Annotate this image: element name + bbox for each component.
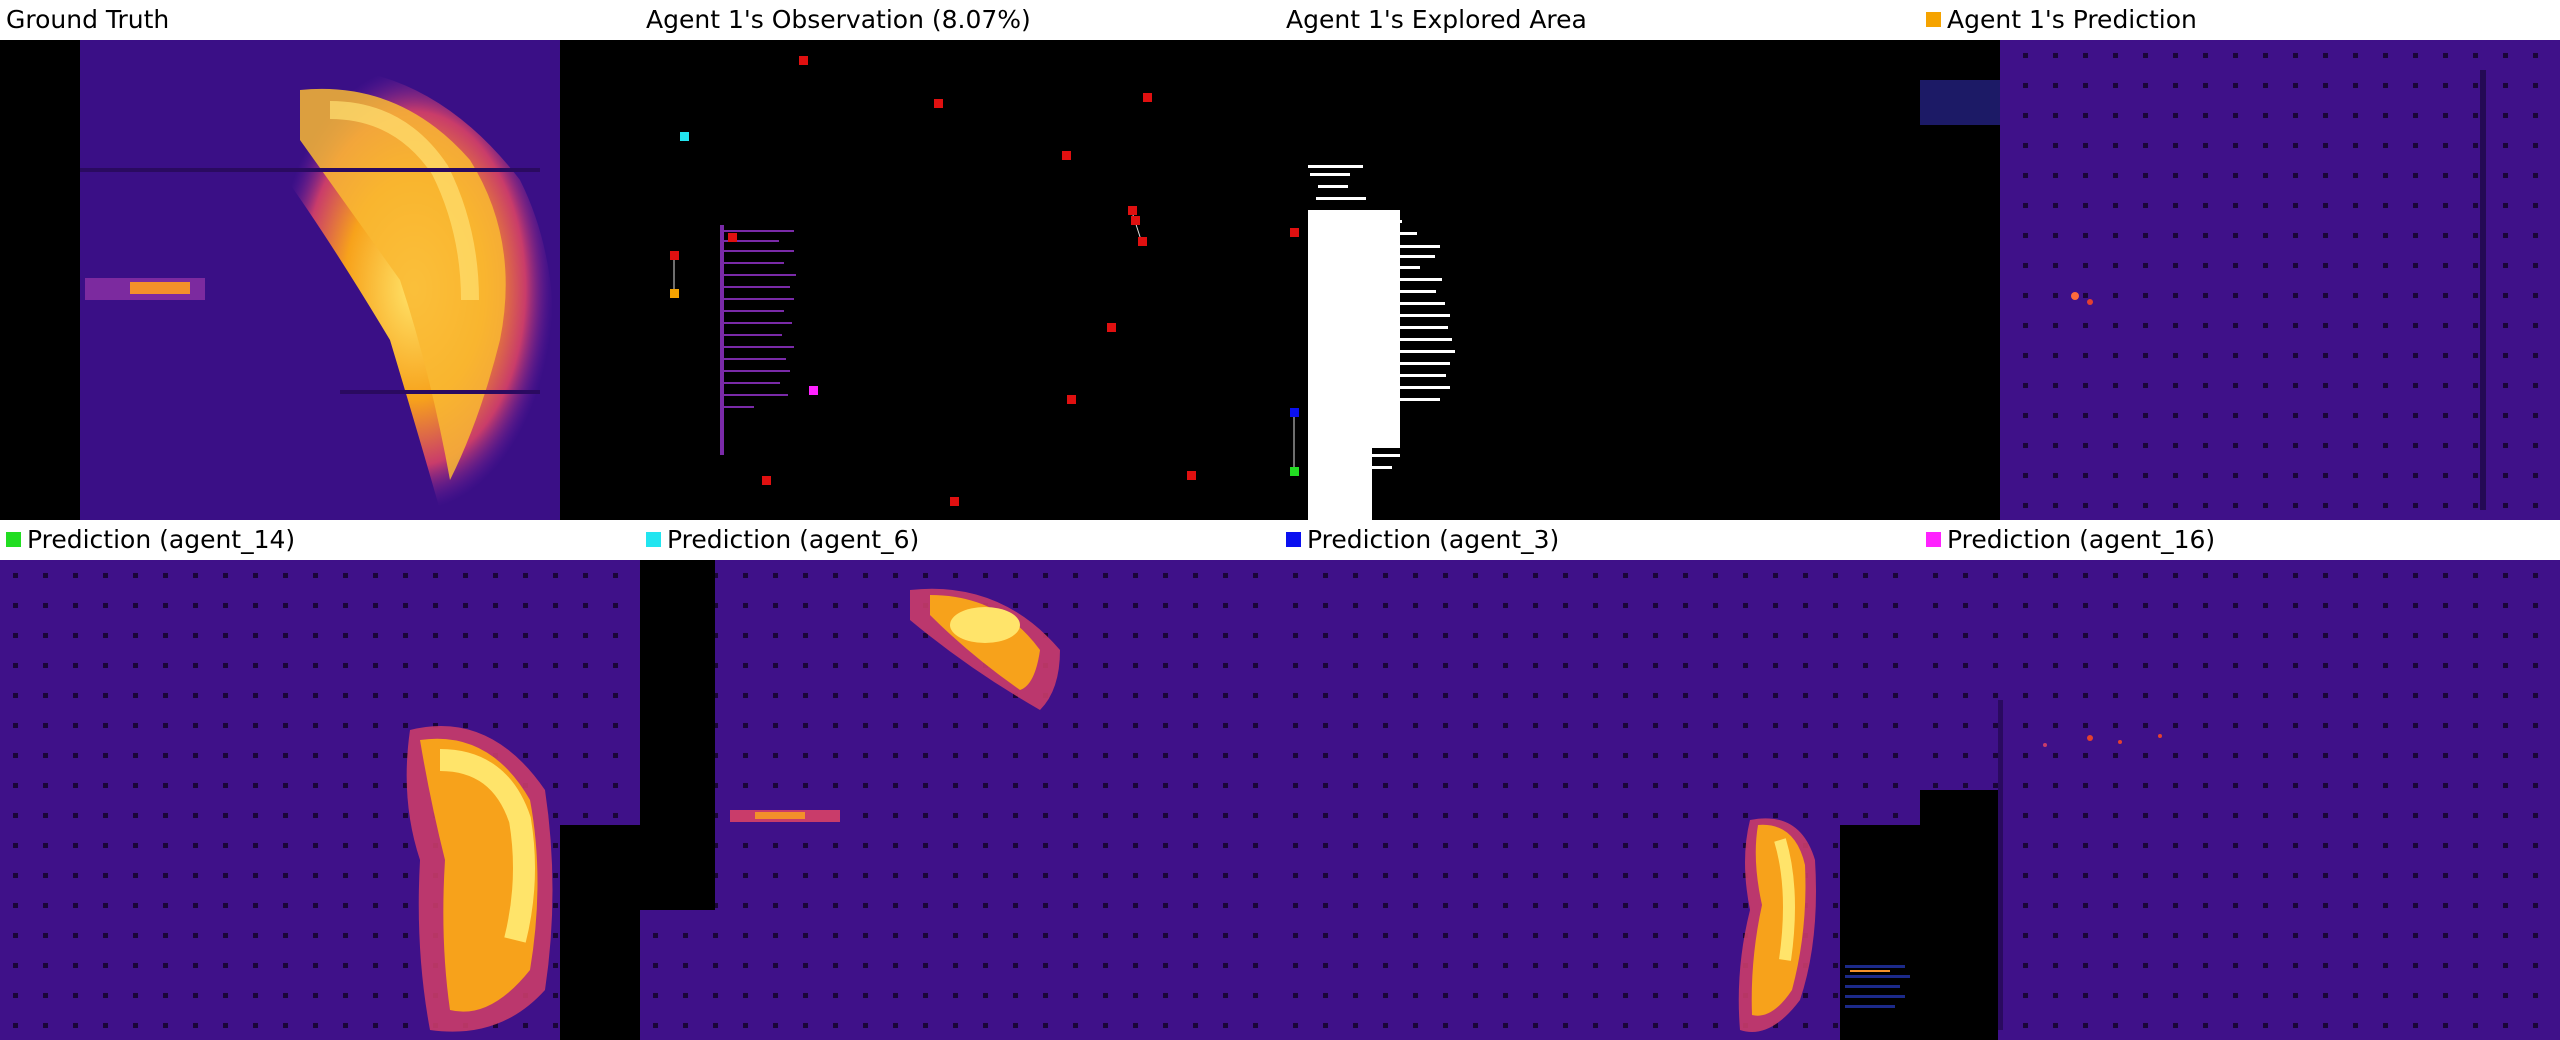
agent-6-prediction-image [640, 560, 1280, 1040]
agent-marker [1107, 323, 1116, 332]
agent-marker [1131, 216, 1140, 225]
agent-16-swatch [1926, 531, 1941, 547]
pred-agent6-label: Prediction (agent_6) [667, 525, 920, 554]
pred-agent14-label: Prediction (agent_14) [27, 525, 296, 554]
agent-3-swatch [1286, 531, 1301, 547]
prediction-label: Agent 1's Prediction [1947, 5, 2197, 34]
observation-image [640, 40, 1280, 520]
pred-agent6-title: Prediction (agent_6) [646, 520, 919, 560]
agent-marker [762, 476, 771, 485]
prediction-title: Agent 1's Prediction [1926, 0, 2197, 40]
agent-marker [1062, 151, 1071, 160]
explored-image [1280, 40, 1920, 520]
agent-marker [934, 99, 943, 108]
agent-marker [1067, 395, 1076, 404]
agent-14-marker [1290, 467, 1299, 476]
agent-3-prediction-image [1280, 560, 1920, 1040]
agent-marker [950, 497, 959, 506]
observation-label: Agent 1's Observation (8.07%) [646, 5, 1031, 34]
ground-truth-label: Ground Truth [6, 5, 170, 34]
agent-3-prediction-map [1280, 560, 1920, 1040]
agent-16-prediction-image [1920, 560, 2560, 1040]
agent-marker [1187, 471, 1196, 480]
agent-3-marker [1290, 408, 1299, 417]
agent-1-swatch [1926, 11, 1941, 27]
agent-1-marker [670, 289, 679, 298]
pred-agent16-title: Prediction (agent_16) [1926, 520, 2215, 560]
explored-label: Agent 1's Explored Area [1286, 5, 1587, 34]
agent-1-prediction-image [1920, 40, 2560, 520]
agent-16-prediction-map [1920, 560, 2560, 1040]
agent-marker [670, 251, 679, 260]
pred-agent3-label: Prediction (agent_3) [1307, 525, 1560, 554]
agent-6-prediction-map [640, 560, 1280, 1040]
agent-1-prediction-map [1920, 40, 2560, 520]
agent-14-prediction-map [0, 560, 640, 1040]
agent-marker [728, 233, 737, 242]
observation-title: Agent 1's Observation (8.07%) [646, 0, 1031, 40]
pred-agent14-title: Prediction (agent_14) [6, 520, 295, 560]
observation-map [640, 40, 1280, 520]
agent-16-marker [809, 386, 818, 395]
agent-marker [1143, 93, 1152, 102]
ground-truth-image [0, 40, 640, 520]
observation-markers [670, 56, 1196, 506]
top-label-row: Ground Truth Agent 1's Observation (8.07… [0, 0, 2560, 40]
agent-marker [1138, 237, 1147, 246]
agent-marker [799, 56, 808, 65]
pred-agent3-title: Prediction (agent_3) [1286, 520, 1559, 560]
agent-marker [1290, 228, 1299, 237]
agent-6-swatch [646, 531, 661, 547]
agent-6-marker [680, 132, 689, 141]
agent-14-swatch [6, 531, 21, 547]
agent-marker [1128, 206, 1137, 215]
explored-map [1280, 40, 1920, 520]
pred-agent16-label: Prediction (agent_16) [1947, 525, 2216, 554]
explored-title: Agent 1's Explored Area [1286, 0, 1587, 40]
bottom-label-row: Prediction (agent_14) Prediction (agent_… [0, 520, 2560, 560]
agent-14-prediction-image [0, 560, 640, 1040]
ground-truth-map [0, 40, 640, 520]
ground-truth-title: Ground Truth [6, 0, 169, 40]
